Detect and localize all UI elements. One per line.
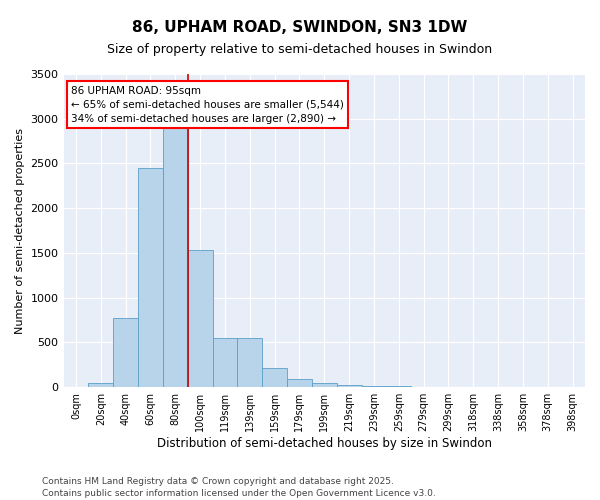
Bar — [188, 250, 212, 387]
Bar — [287, 379, 312, 387]
Bar — [337, 384, 362, 387]
X-axis label: Distribution of semi-detached houses by size in Swindon: Distribution of semi-detached houses by … — [157, 437, 492, 450]
Bar — [212, 338, 238, 387]
Text: Size of property relative to semi-detached houses in Swindon: Size of property relative to semi-detach… — [107, 42, 493, 56]
Bar — [163, 128, 188, 387]
Bar — [262, 368, 287, 387]
Y-axis label: Number of semi-detached properties: Number of semi-detached properties — [15, 128, 25, 334]
Bar — [113, 318, 138, 387]
Bar — [88, 382, 113, 387]
Text: Contains HM Land Registry data © Crown copyright and database right 2025.
Contai: Contains HM Land Registry data © Crown c… — [42, 476, 436, 498]
Text: 86 UPHAM ROAD: 95sqm
← 65% of semi-detached houses are smaller (5,544)
34% of se: 86 UPHAM ROAD: 95sqm ← 65% of semi-detac… — [71, 86, 344, 124]
Text: 86, UPHAM ROAD, SWINDON, SN3 1DW: 86, UPHAM ROAD, SWINDON, SN3 1DW — [133, 20, 467, 35]
Bar — [362, 386, 386, 387]
Bar — [138, 168, 163, 387]
Bar — [238, 338, 262, 387]
Bar — [386, 386, 411, 387]
Bar — [312, 382, 337, 387]
